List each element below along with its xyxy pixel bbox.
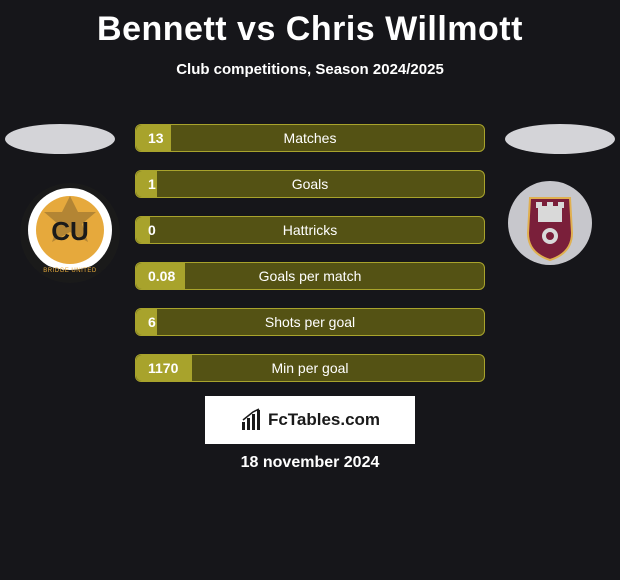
stat-row: 13 Matches	[135, 124, 485, 152]
stat-value: 0	[148, 222, 156, 238]
stat-label: Matches	[284, 130, 337, 146]
stat-label: Shots per goal	[265, 314, 355, 330]
stat-label: Min per goal	[271, 360, 348, 376]
brand-badge: FcTables.com	[205, 396, 415, 444]
stat-value: 1	[148, 176, 156, 192]
date-text: 18 november 2024	[241, 454, 380, 472]
stat-label: Goals	[292, 176, 329, 192]
stat-row: 0 Hattricks	[135, 216, 485, 244]
subtitle: Club competitions, Season 2024/2025	[0, 61, 620, 78]
stat-value: 1170	[148, 360, 178, 376]
stat-row: 1170 Min per goal	[135, 354, 485, 382]
brand-text: FcTables.com	[268, 410, 380, 430]
stat-row: 6 Shots per goal	[135, 308, 485, 336]
stat-row: 0.08 Goals per match	[135, 262, 485, 290]
player-right-avatar-placeholder	[505, 124, 615, 154]
club-crest-left: CU BRIDGE UNITED	[20, 178, 120, 288]
svg-text:BRIDGE UNITED: BRIDGE UNITED	[43, 268, 97, 274]
svg-text:CU: CU	[51, 216, 89, 246]
player-left-avatar-placeholder	[5, 124, 115, 154]
stat-value: 13	[148, 130, 164, 146]
stat-value: 6	[148, 314, 156, 330]
stat-label: Hattricks	[283, 222, 337, 238]
brand-chart-icon	[240, 408, 264, 432]
club-crest-right	[500, 178, 600, 288]
stat-value: 0.08	[148, 268, 175, 284]
stat-row: 1 Goals	[135, 170, 485, 198]
page-title: Bennett vs Chris Willmott	[0, 0, 620, 49]
stat-label: Goals per match	[259, 268, 362, 284]
stats-container: 13 Matches 1 Goals 0 Hattricks 0.08 Goals per m…	[135, 124, 485, 400]
